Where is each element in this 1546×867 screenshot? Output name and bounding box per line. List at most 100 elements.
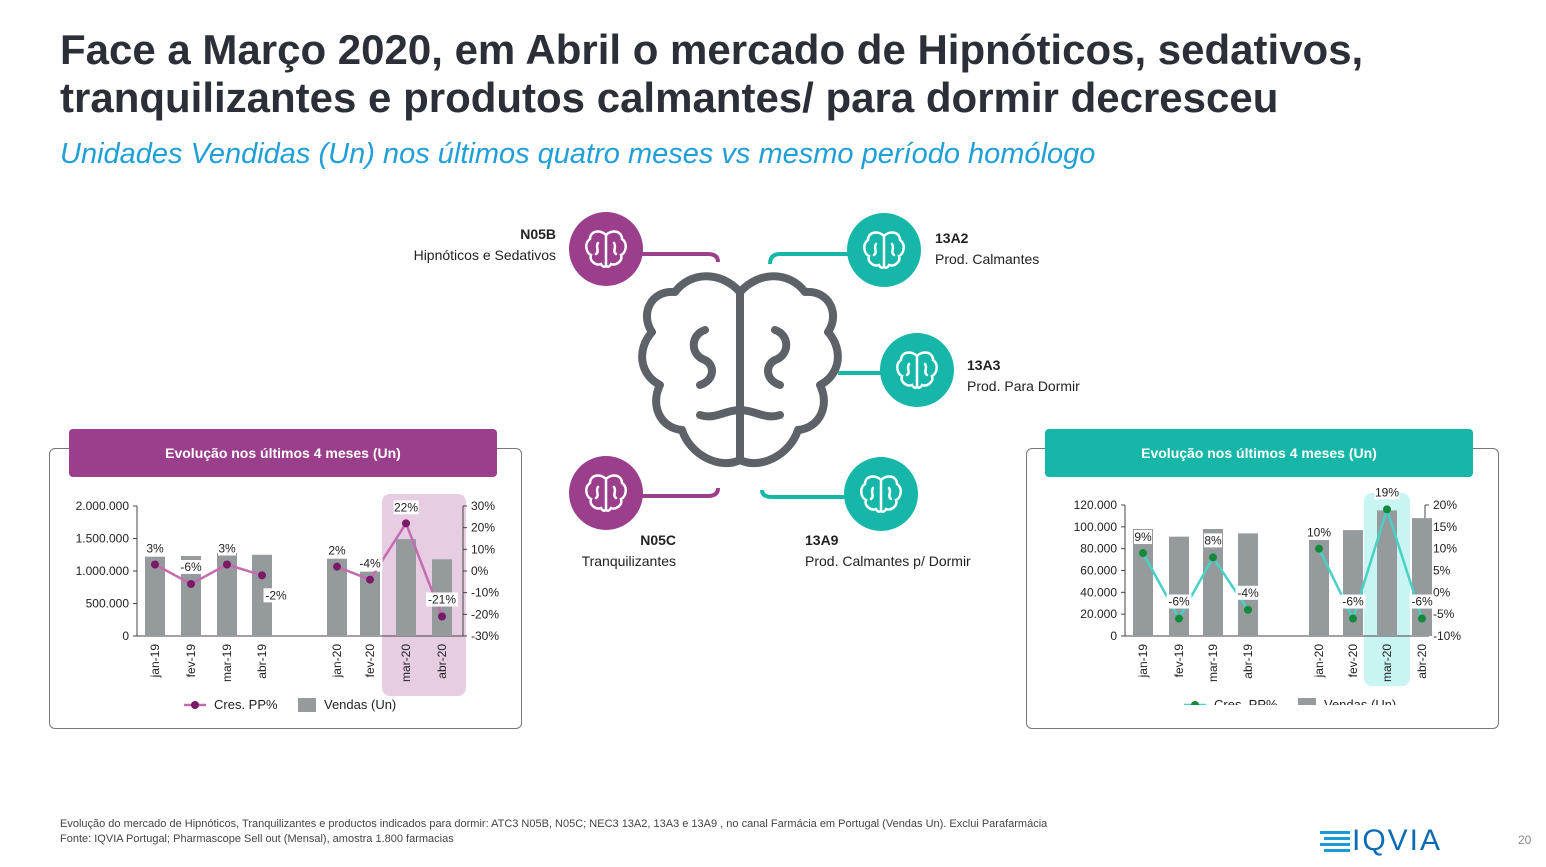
right-chart: 120.000 100.000 80.000 60.000 40.000 20.000 0 2… — [1074, 485, 1461, 705]
category-name: Hipnóticos e Sedativos — [413, 247, 556, 263]
right-tick-label: -30% — [471, 629, 499, 643]
footnote-line-2: Fonte: IQVIA Portugal; Pharmascope Sell … — [60, 833, 454, 845]
growth-point-mar-19 — [223, 560, 231, 569]
bar-fev-20 — [360, 571, 380, 636]
growth-point-abr-19 — [258, 571, 266, 580]
growth-label: 3% — [218, 542, 236, 556]
category-label: abr-20 — [435, 644, 449, 679]
bar-fev-19 — [181, 556, 201, 636]
category-label: mar-20 — [1380, 644, 1394, 682]
brain-icon — [585, 230, 627, 268]
growth-point-fev-20 — [366, 575, 374, 584]
left-tick-label: 1.500.000 — [76, 532, 130, 546]
growth-label-bg — [263, 588, 289, 603]
category-name: Prod. Calmantes — [935, 251, 1040, 267]
page-number: 20 — [1518, 833, 1532, 847]
category-name: Prod. Para Dormir — [967, 378, 1080, 394]
bar-mar-20 — [396, 539, 416, 636]
category-label: mar-20 — [399, 644, 413, 682]
category-13a2: 13A2 Prod. Calmantes — [935, 228, 1039, 270]
growth-point-jan-19 — [151, 560, 159, 569]
growth-label: -6% — [180, 560, 202, 574]
growth-label-bg — [393, 500, 419, 515]
growth-label: -6% — [1342, 595, 1364, 609]
growth-label: 10% — [1307, 526, 1331, 540]
brain-icon — [896, 351, 938, 389]
category-label: fev-20 — [363, 644, 377, 678]
left-tick-label: 0 — [1110, 629, 1117, 643]
growth-point-abr-20 — [438, 612, 446, 621]
connector-13a9 — [760, 489, 845, 499]
left-tick-label: 80.000 — [1080, 542, 1117, 556]
legend-label-sales: Vendas (Un) — [1324, 697, 1396, 705]
growth-label: -4% — [1237, 586, 1259, 600]
category-name: Prod. Calmantes p/ Dormir — [805, 553, 971, 569]
legend-dot-swatch — [191, 701, 199, 709]
growth-label-bg — [1166, 594, 1192, 609]
category-name: Tranquilizantes — [581, 553, 676, 569]
growth-point-jan-20 — [1315, 544, 1323, 553]
left-tick-label: 20.000 — [1080, 607, 1117, 621]
bar-abr-19 — [1238, 533, 1258, 636]
legend-label-growth: Cres. PP% — [214, 697, 278, 712]
growth-label: -21% — [428, 593, 456, 607]
growth-label-bg — [1235, 585, 1261, 600]
footnote-line-1: Evolução do mercado de Hipnóticos, Tranq… — [60, 818, 1048, 830]
category-label: abr-19 — [255, 644, 269, 679]
growth-point-mar-20 — [1383, 505, 1391, 514]
brain-icon — [863, 231, 905, 269]
left-tick-label: 40.000 — [1080, 585, 1117, 599]
right-tick-label: 20% — [471, 521, 495, 535]
growth-label: 19% — [1375, 485, 1399, 499]
growth-line-2020 — [336, 520, 444, 617]
logo-text: IQVIA — [1352, 824, 1443, 857]
bar-jan-20 — [327, 558, 347, 636]
brain-circle-13a2 — [847, 213, 921, 287]
connector-13a2 — [768, 252, 848, 265]
right-tick-label: -5% — [1433, 607, 1455, 621]
growth-label: 3% — [146, 542, 164, 556]
category-n05b: N05B Hipnóticos e Sedativos — [380, 224, 556, 266]
left-panel-header: Evolução nos últimos 4 meses (Un) — [69, 429, 497, 477]
category-label: jan-19 — [148, 644, 162, 679]
bar-jan-19 — [145, 556, 165, 636]
growth-label-bg — [328, 543, 346, 558]
growth-label-bg — [357, 556, 383, 571]
growth-point-fev-19 — [1175, 614, 1183, 623]
growth-label-bg — [426, 592, 458, 607]
growth-line-2019 — [154, 563, 263, 586]
legend-dot-swatch — [1191, 701, 1199, 705]
growth-point-mar-19 — [1209, 553, 1217, 562]
right-tick-label: 15% — [1433, 520, 1457, 534]
right-tick-label: 10% — [1433, 542, 1457, 556]
category-label: jan-20 — [330, 644, 344, 679]
growth-point-fev-19 — [187, 580, 195, 588]
growth-line-2019 — [1141, 552, 1250, 622]
growth-point-mar-20 — [402, 519, 410, 528]
left-chart: 2.000.000 1.500.000 1.000.000 500.000 0 30% 20… — [76, 494, 499, 712]
left-tick-label: 0 — [122, 629, 129, 643]
category-n05c: N05C Tranquilizantes — [560, 530, 676, 572]
connector-n05b — [640, 252, 720, 263]
growth-point-abr-19 — [1244, 605, 1252, 614]
bar-mar-19 — [1203, 529, 1223, 636]
category-label: abr-19 — [1241, 644, 1255, 679]
growth-label: -6% — [1168, 595, 1190, 609]
large-brain-icon — [638, 272, 842, 468]
growth-label: 8% — [1204, 533, 1222, 547]
growth-label-bg — [1134, 530, 1152, 545]
brain-circle-n05c — [569, 456, 643, 530]
category-13a3: 13A3 Prod. Para Dormir — [967, 355, 1080, 397]
growth-label: 22% — [394, 500, 418, 514]
right-panel-header: Evolução nos últimos 4 meses (Un) — [1045, 429, 1473, 477]
bar-mar-19 — [217, 552, 237, 636]
right-tick-label: 20% — [1433, 498, 1457, 512]
category-label: fev-20 — [1346, 644, 1360, 678]
category-label: mar-19 — [1206, 644, 1220, 682]
right-tick-label: 0% — [471, 564, 489, 578]
growth-label-bg — [1409, 594, 1435, 609]
left-tick-label: 500.000 — [86, 597, 130, 611]
legend-label-growth: Cres. PP% — [1214, 697, 1278, 705]
logo-stripes-icon — [1320, 831, 1350, 852]
category-code: N05B — [520, 226, 556, 242]
